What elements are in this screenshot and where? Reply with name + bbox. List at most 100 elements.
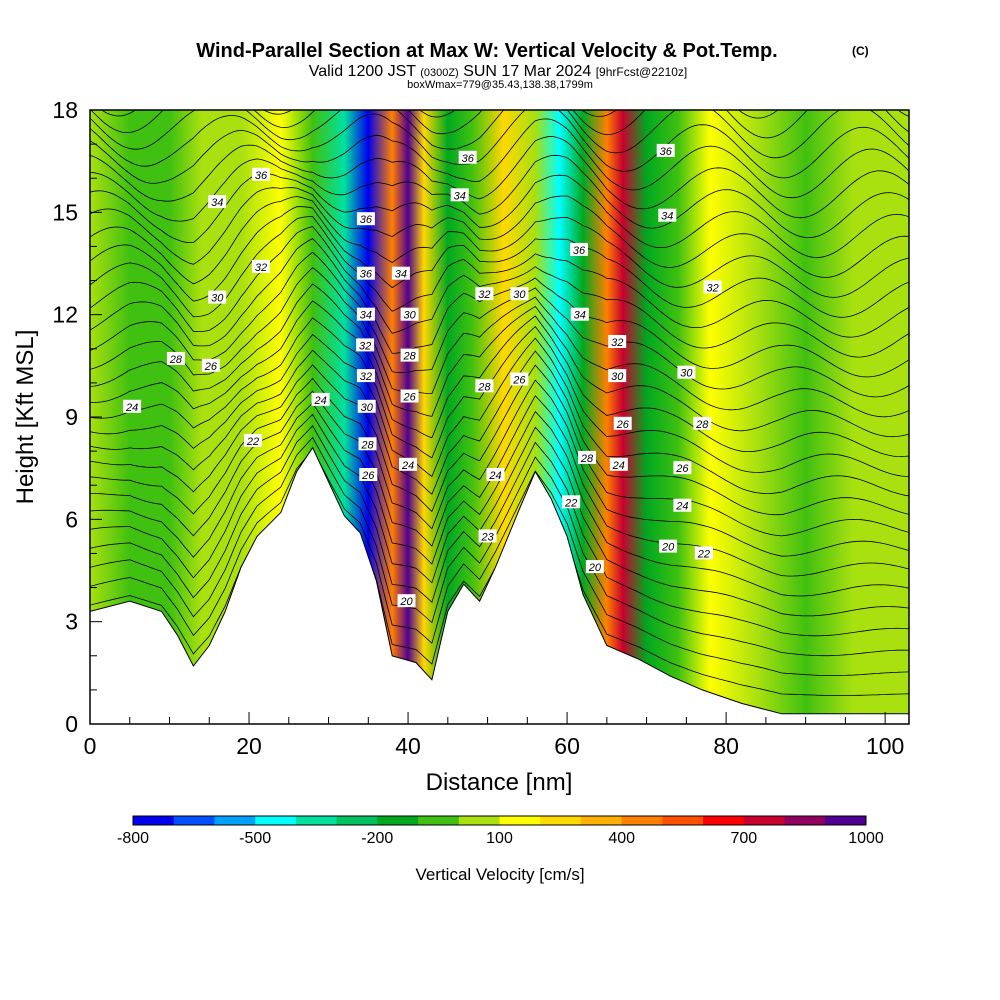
contour-label: 22 <box>694 546 713 560</box>
contour-label: 20 <box>585 560 604 574</box>
svg-text:22: 22 <box>246 436 259 448</box>
chart-title-tag: (C) <box>852 44 869 58</box>
isentrope-line <box>90 436 909 657</box>
svg-text:36: 36 <box>255 170 268 182</box>
colorbar-swatch <box>540 816 582 825</box>
y-tick-label: 18 <box>52 97 78 123</box>
x-tick-label: 100 <box>866 733 904 759</box>
svg-text:34: 34 <box>395 269 407 281</box>
isentrope-line <box>90 110 909 159</box>
isentrope-line <box>90 448 909 676</box>
contour-label: 32 <box>356 369 375 383</box>
isentrope-line <box>90 196 909 298</box>
y-axis: 0 3 6 9 12 15 18 <box>52 97 102 737</box>
svg-text:32: 32 <box>360 371 372 383</box>
svg-text:24: 24 <box>488 470 501 482</box>
svg-text:26: 26 <box>204 361 218 373</box>
contour-label: 34 <box>356 307 375 322</box>
svg-text:30: 30 <box>211 293 224 305</box>
svg-text:34: 34 <box>661 211 673 223</box>
isentrope-line <box>100 110 909 119</box>
contour-label: 28 <box>578 450 596 465</box>
isentrope-line <box>90 206 909 318</box>
isentrope-line <box>90 333 909 497</box>
contour-label: 32 <box>475 287 494 301</box>
contour-label: 36 <box>570 242 588 257</box>
contour-label: 32 <box>608 335 627 349</box>
svg-text:26: 26 <box>675 463 689 475</box>
isentrope-line <box>90 118 909 199</box>
contour-label: 32 <box>252 259 270 274</box>
svg-text:32: 32 <box>255 262 267 274</box>
svg-text:34: 34 <box>211 197 223 209</box>
svg-text:26: 26 <box>616 419 630 431</box>
isentrope-line <box>90 238 909 378</box>
isentrope-line <box>90 251 909 398</box>
contour-label: 26 <box>510 372 529 387</box>
contour-label: 32 <box>356 338 375 352</box>
x-tick-label: 0 <box>84 733 97 759</box>
y-tick-label: 0 <box>65 711 78 737</box>
isentrope-line <box>90 154 909 239</box>
subtitle-utc: (0300Z) <box>420 67 459 79</box>
contour-label: 22 <box>244 433 262 448</box>
contour-label: 24 <box>486 468 505 482</box>
colorbar-swatch <box>703 816 745 825</box>
svg-text:24: 24 <box>125 402 138 414</box>
contour-label: 32 <box>703 280 722 294</box>
colorbar-label: 1000 <box>848 830 884 847</box>
y-tick-label: 6 <box>65 506 78 532</box>
chart-subtitle: Valid 1200 JST (0300Z) SUN 17 Mar 2024 [… <box>309 63 688 80</box>
colorbar-label: -500 <box>239 830 271 847</box>
svg-text:36: 36 <box>462 153 475 165</box>
contour-label: 28 <box>358 437 377 451</box>
box-info: boxWmax=779@35.43,138.38,1799m <box>407 79 593 91</box>
colorbar-swatch <box>255 816 297 825</box>
colorbar <box>132 815 867 826</box>
contour-label: 34 <box>450 188 469 202</box>
y-tick-label: 3 <box>65 609 78 635</box>
isentrope-line <box>90 390 909 577</box>
svg-text:32: 32 <box>706 282 718 294</box>
contour-label: 30 <box>677 365 696 380</box>
svg-text:28: 28 <box>402 351 416 363</box>
x-tick-label: 20 <box>236 733 262 759</box>
svg-text:26: 26 <box>512 375 526 387</box>
colorbar-label: -200 <box>361 830 393 847</box>
contour-labels: 36 34 32 30 28 26 24 22 24 36 36 34 32 32 30 28 26 34 30 28… <box>123 143 722 608</box>
colorbar-swatch <box>784 816 826 825</box>
isentrope-line <box>90 317 909 477</box>
y-tick-label: 12 <box>52 302 78 328</box>
svg-text:30: 30 <box>403 310 416 322</box>
isentrope-line <box>90 283 909 438</box>
x-axis: 0 20 40 60 80 100 <box>84 712 904 759</box>
subtitle-date: SUN 17 Mar 2024 <box>463 63 591 80</box>
isentrope-line <box>90 300 909 458</box>
isentrope-line <box>90 135 909 219</box>
isentrope-line <box>90 377 909 557</box>
svg-text:36: 36 <box>573 245 586 257</box>
svg-text:22: 22 <box>564 497 577 509</box>
subtitle-forecast: [9hrFcst@2210z] <box>596 65 688 79</box>
svg-text:30: 30 <box>611 371 624 383</box>
isentrope-line <box>90 364 909 537</box>
isentrope-line <box>90 413 909 617</box>
contour-label: 30 <box>357 399 376 414</box>
contour-label: 34 <box>570 307 589 322</box>
contour-label: 28 <box>693 416 712 431</box>
svg-text:28: 28 <box>580 453 594 465</box>
contour-label: 24 <box>609 457 628 472</box>
contour-label: 22 <box>562 495 581 509</box>
colorbar-labels: -800 -500 -200 100 400 700 1000 <box>117 830 884 847</box>
svg-text:26: 26 <box>402 392 416 404</box>
y-tick-label: 15 <box>52 199 78 225</box>
colorbar-label: 100 <box>486 830 513 847</box>
contour-label: 26 <box>359 468 378 482</box>
colorbar-swatch <box>133 816 175 825</box>
contour-label: 28 <box>400 348 419 363</box>
x-tick-label: 40 <box>395 733 421 759</box>
svg-text:28: 28 <box>695 419 709 431</box>
y-axis-title: Height [Kft MSL] <box>12 330 39 505</box>
colorbar-title: Vertical Velocity [cm/s] <box>415 865 584 884</box>
isentrope-line <box>90 187 909 278</box>
